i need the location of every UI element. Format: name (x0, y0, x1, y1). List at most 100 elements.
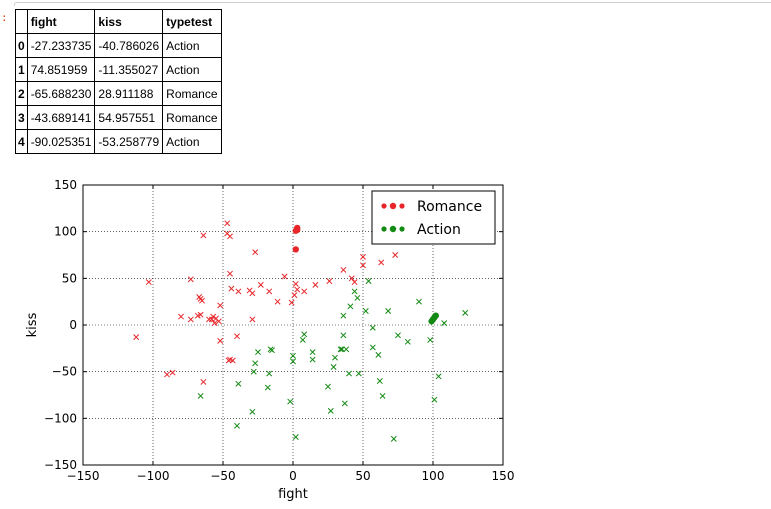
data-point (309, 356, 316, 363)
legend-marker (381, 203, 387, 209)
data-point (133, 334, 140, 341)
cell-kiss: 28.911188 (94, 81, 164, 106)
column-header-kiss: kiss (94, 9, 164, 34)
data-point (145, 279, 152, 286)
cell-fight: -65.688230 (26, 81, 96, 106)
table-row: 1 74.851959 -11.355027 Action (15, 57, 222, 82)
data-point (332, 354, 338, 361)
data-point (301, 331, 308, 338)
legend-box (371, 190, 496, 245)
data-point (215, 318, 222, 325)
data-point (355, 370, 362, 377)
table-row: 2 -65.688230 28.911188 Romance (15, 81, 222, 106)
data-point (252, 249, 259, 256)
x-tick-label: −150 (67, 469, 100, 483)
highlight-point (292, 246, 299, 253)
data-point (229, 357, 236, 364)
data-point (299, 336, 306, 343)
data-point (224, 220, 231, 227)
cell-fight: -90.025351 (26, 129, 96, 154)
data-point (312, 281, 319, 288)
data-point (360, 253, 366, 260)
row-index: 3 (15, 105, 28, 130)
cell-typetest: Action (162, 129, 222, 154)
data-point (327, 407, 334, 414)
y-tick-label: −50 (52, 365, 77, 379)
data-point (354, 294, 361, 301)
data-point (200, 232, 207, 239)
legend-marker (389, 225, 397, 233)
data-point (200, 378, 207, 385)
data-point (235, 288, 242, 295)
cell-typetest: Romance (162, 81, 222, 106)
data-point (351, 279, 358, 286)
cell-kiss: -40.786026 (94, 33, 164, 58)
y-tick-label: 100 (54, 225, 77, 239)
data-point (290, 352, 296, 359)
data-point (217, 302, 224, 309)
data-point (235, 380, 242, 387)
series-romance (133, 220, 399, 385)
cell-typetest: Action (162, 57, 222, 82)
data-point (309, 349, 316, 356)
y-tick-label: 150 (54, 178, 77, 192)
data-point (376, 378, 383, 384)
legend-marker (399, 203, 405, 209)
data-point (351, 288, 358, 295)
data-point (390, 435, 397, 442)
data-point (348, 275, 355, 282)
data-point (257, 281, 264, 288)
cell-kiss: 54.957551 (94, 105, 164, 130)
data-point (416, 298, 422, 305)
data-point (435, 373, 442, 380)
column-header-typetest: typetest (162, 9, 222, 34)
y-axis-label: kiss (25, 312, 40, 337)
data-point (326, 278, 333, 285)
cell-kiss: -11.355027 (94, 57, 164, 82)
data-point (301, 288, 308, 295)
data-point (346, 370, 352, 377)
data-point (340, 266, 347, 273)
scatter-chart: −150 −100 −50 0 50 100 150 −150 −100 −50 0 50 100 150… (25, 178, 514, 502)
data-point (378, 259, 385, 266)
data-point (249, 408, 256, 415)
chart-legend: Romance Action (371, 190, 496, 245)
row-index: 1 (15, 57, 28, 82)
data-point (266, 288, 273, 295)
data-point (369, 324, 376, 331)
cell-typetest: Romance (162, 105, 222, 130)
highlight-point (294, 224, 301, 232)
data-point (347, 303, 354, 310)
x-tick-label: 100 (422, 469, 445, 483)
data-point (340, 312, 347, 319)
highlight-action (428, 312, 439, 325)
cell-output-frame (14, 2, 771, 6)
data-point (292, 280, 299, 287)
highlight-point (432, 312, 439, 319)
data-point (164, 371, 170, 378)
data-point (228, 285, 235, 292)
data-point (404, 338, 411, 345)
data-point (169, 369, 176, 376)
row-index: 0 (15, 33, 28, 58)
data-point (197, 295, 204, 302)
cell-typetest: Action (162, 33, 222, 58)
data-point (274, 298, 281, 305)
y-tick-label: −150 (44, 458, 77, 472)
cell-fight: -27.233735 (26, 33, 96, 58)
y-tick-label: 50 (62, 271, 77, 285)
legend-marker (381, 226, 387, 232)
data-point (392, 252, 399, 258)
data-point (234, 422, 240, 429)
data-point (250, 368, 257, 375)
chart-marks (133, 220, 469, 442)
data-point (266, 370, 273, 377)
legend-label: Romance (417, 199, 482, 215)
data-point (365, 278, 372, 285)
x-tick-label: −100 (137, 469, 170, 483)
legend-marker (389, 202, 397, 210)
data-point (287, 398, 294, 405)
data-point (395, 332, 401, 339)
series-action (197, 278, 469, 442)
legend-label: Action (417, 222, 461, 238)
